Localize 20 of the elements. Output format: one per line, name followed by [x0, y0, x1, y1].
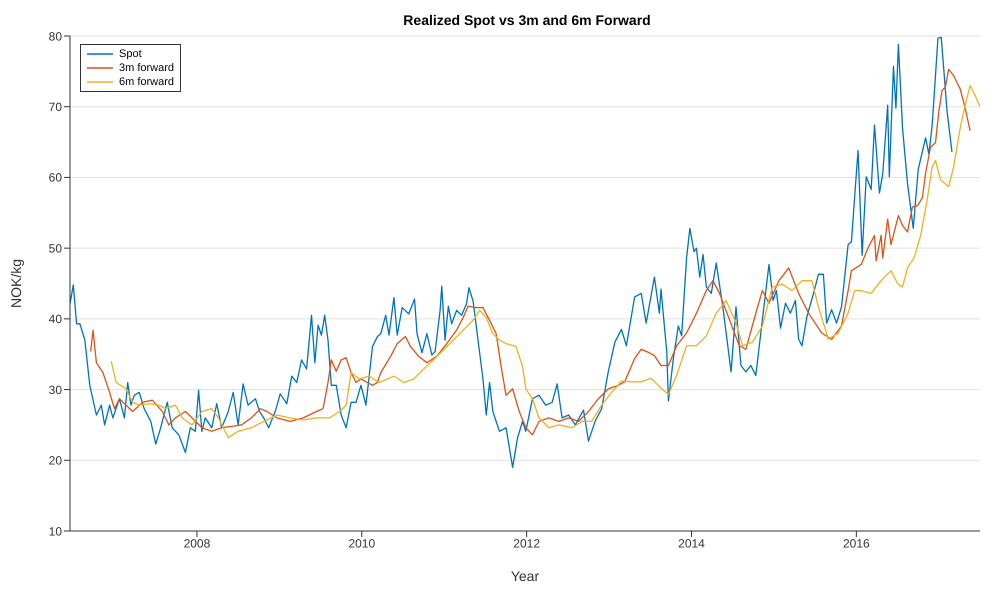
y-tick-label: 70: [48, 100, 62, 114]
y-axis-title: NOK/kg: [8, 258, 24, 308]
x-axis-title: Year: [510, 568, 540, 584]
y-tick-label: 30: [48, 382, 62, 397]
legend-label: 3m forward: [119, 61, 174, 75]
x-tick-label: 2010: [348, 536, 376, 551]
legend-label: 6m forward: [119, 75, 174, 89]
x-tick-label: 2012: [513, 536, 540, 551]
x-tick-label: 2016: [843, 536, 870, 551]
y-tick-label: 50: [48, 241, 62, 256]
y-tick-label: 60: [48, 170, 62, 185]
legend-label: Spot: [119, 47, 142, 61]
x-tick-label: 2008: [184, 536, 211, 551]
x-tick-label: 2014: [678, 536, 706, 551]
line-series: [70, 36, 953, 468]
chart-title: Realized Spot vs 3m and 6m Forward: [402, 12, 652, 28]
y-tick-label: 80: [48, 29, 62, 44]
y-tick-label: 40: [48, 312, 62, 326]
y-tick-label: 10: [48, 524, 62, 538]
y-tick-label: 20: [48, 454, 62, 468]
